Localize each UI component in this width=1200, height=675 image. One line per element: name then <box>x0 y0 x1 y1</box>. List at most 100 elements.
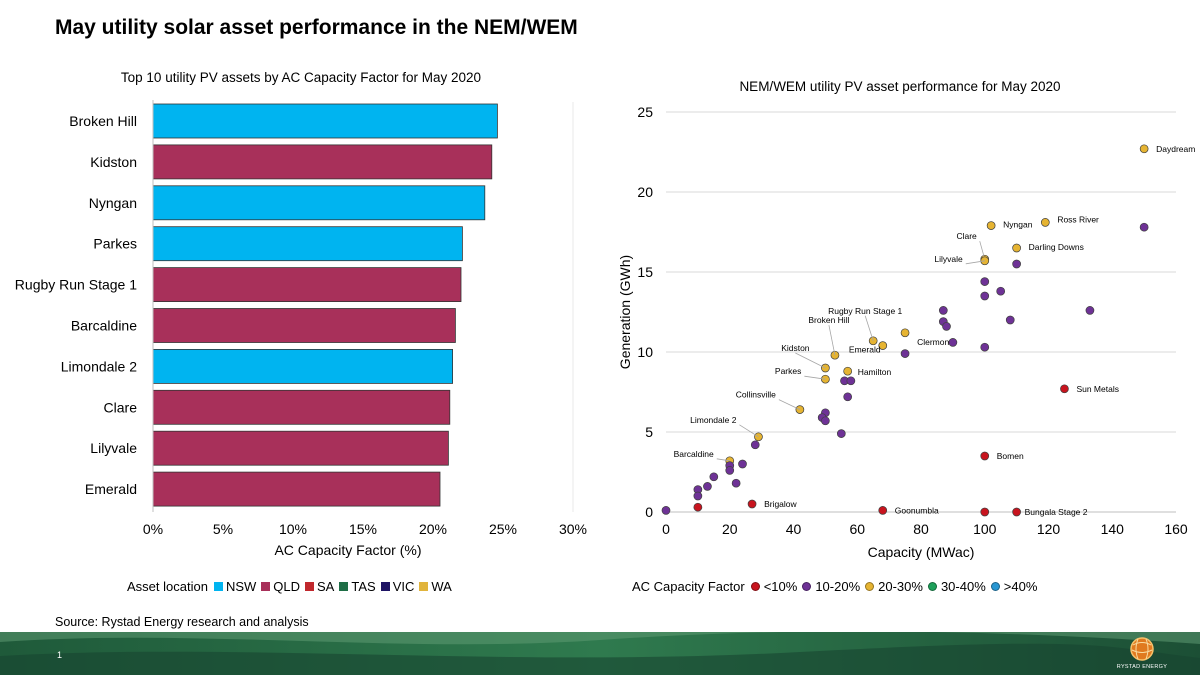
legend-label: 30-40% <box>940 579 986 594</box>
scatter-point <box>1060 384 1069 394</box>
scatter-point-label: Collinsville <box>736 390 776 400</box>
scatter-point <box>980 451 990 461</box>
bar-category-label: Lilyvale <box>90 440 137 456</box>
scatter-point <box>747 499 757 509</box>
scatter-leader-line <box>778 399 801 410</box>
legend-label: QLD <box>273 579 301 594</box>
scatter-y-tick-label: 25 <box>637 104 653 120</box>
scatter-point <box>1012 259 1021 269</box>
scatter-leader-line <box>804 375 826 380</box>
bar-category-label: Kidston <box>90 154 137 170</box>
scatter-y-axis-label: Generation (GWh) <box>617 255 633 369</box>
source-note: Source: Rystad Energy research and analy… <box>55 615 309 629</box>
legend-label: <10% <box>763 579 798 594</box>
scatter-point <box>709 472 719 482</box>
bar-kidston <box>152 144 493 180</box>
legend-item-wa: WA <box>419 579 452 594</box>
scatter-x-tick-label: 100 <box>973 521 997 537</box>
scatter-point <box>750 440 760 450</box>
legend-item-10: <10% <box>750 579 798 594</box>
scatter-y-tick-label: 20 <box>637 184 653 200</box>
scatter-point <box>725 466 735 475</box>
legend-label: NSW <box>225 579 257 594</box>
bar-category-label: Broken Hill <box>69 113 137 129</box>
scatter-point <box>693 491 703 501</box>
bar-category-label: Limondale 2 <box>61 358 137 374</box>
scatter-point-label: Emerald <box>849 345 881 355</box>
legend-swatch <box>865 582 875 591</box>
scatter-x-tick-label: 20 <box>722 521 738 537</box>
bar-x-tick-label: 30% <box>559 521 587 537</box>
scatter-point <box>900 328 910 338</box>
scatter-leader-line <box>739 424 759 438</box>
scatter-point <box>900 349 910 358</box>
legend-item-1020: 10-20% <box>802 579 860 594</box>
scatter-point <box>843 366 853 376</box>
scatter-point <box>1012 507 1021 517</box>
bar-category-label: Parkes <box>93 236 137 252</box>
page-title: May utility solar asset performance in t… <box>55 16 578 39</box>
scatter-leader-line <box>965 260 985 265</box>
scatter-x-tick-label: 140 <box>1101 521 1125 537</box>
legend-label: VIC <box>392 579 415 594</box>
legend-label: WA <box>431 579 452 594</box>
scatter-point <box>1040 218 1050 227</box>
scatter-x-tick-label: 0 <box>662 521 670 537</box>
scatter-point-label: Darling Downs <box>1029 242 1084 252</box>
scatter-point <box>1139 144 1149 154</box>
legend-swatch <box>305 582 315 591</box>
scatter-point <box>821 416 830 426</box>
scatter-leader-line <box>795 352 826 369</box>
logo-text: RYSTAD ENERGY <box>1116 664 1168 670</box>
scatter-legend: AC Capacity Factor <10% 10-20% 20-30% 30-40… <box>632 579 1042 594</box>
scatter-legend-title: AC Capacity Factor <box>632 579 745 594</box>
scatter-point <box>738 459 747 469</box>
bar-nyngan <box>152 185 486 221</box>
legend-swatch <box>927 582 937 591</box>
scatter-point-label: Clare <box>956 231 977 241</box>
bar-legend: Asset location NSW QLD SA TAS VIC WA <box>127 579 457 594</box>
scatter-point <box>980 507 990 517</box>
legend-label: TAS <box>351 579 376 594</box>
scatter-y-tick-label: 0 <box>645 504 653 520</box>
scatter-point <box>878 341 888 350</box>
scatter-point <box>980 291 990 301</box>
legend-item-3040: 30-40% <box>927 579 986 594</box>
scatter-point <box>836 429 846 438</box>
scatter-point <box>986 221 996 230</box>
legend-label: 10-20% <box>815 579 861 594</box>
bar-x-tick-label: 5% <box>213 521 233 537</box>
bar-x-tick-label: 15% <box>349 521 377 537</box>
bar-emerald <box>152 471 441 507</box>
scatter-point-label: Clermont <box>917 337 952 347</box>
legend-label: >40% <box>1003 579 1038 594</box>
bar-x-tick-label: 20% <box>419 521 447 537</box>
scatter-x-tick-label: 120 <box>1037 521 1061 537</box>
scatter-point-label: Sun Metals <box>1076 384 1119 394</box>
legend-swatch <box>750 582 760 591</box>
legend-item-nsw: NSW <box>213 579 257 594</box>
legend-swatch <box>802 582 812 591</box>
scatter-point-label: Kidston <box>781 343 810 353</box>
scatter-point-label: Limondale 2 <box>690 415 737 425</box>
scatter-point <box>1085 306 1095 315</box>
scatter-point <box>996 286 1006 296</box>
scatter-point <box>980 277 990 286</box>
legend-label: 20-30% <box>878 579 923 594</box>
bar-category-label: Nyngan <box>89 195 137 211</box>
scatter-point-label: Hamilton <box>858 367 892 377</box>
bar-broken-hill <box>152 103 498 139</box>
scatter-point-label: Nyngan <box>1003 220 1033 230</box>
scatter-point-label: Bomen <box>997 451 1024 461</box>
legend-swatch <box>419 582 429 591</box>
legend-item-sa: SA <box>305 579 334 594</box>
legend-item-2030: 20-30% <box>865 579 923 594</box>
scatter-point <box>1005 315 1015 325</box>
legend-item-qld: QLD <box>261 579 300 594</box>
scatter-point-label: Ross River <box>1057 214 1099 224</box>
scatter-point-label: Broken Hill <box>808 315 849 325</box>
legend-item-40: >40% <box>990 579 1038 594</box>
legend-swatch <box>339 582 349 591</box>
scatter-point <box>661 506 671 515</box>
scatter-y-tick-label: 15 <box>637 264 653 280</box>
